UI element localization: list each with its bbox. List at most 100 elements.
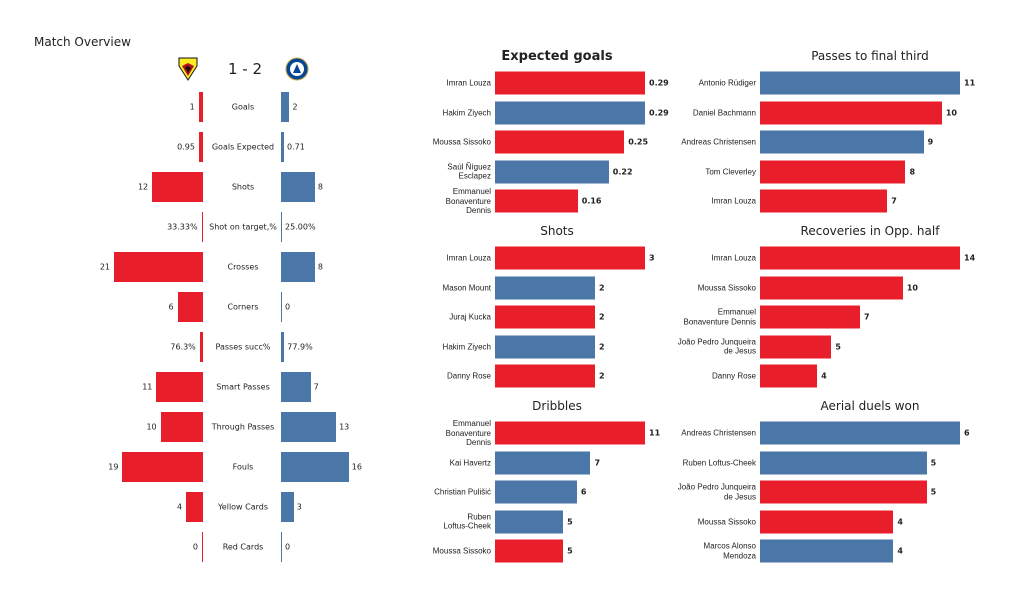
player-label: Saúl Ñíguez Esclapez — [447, 162, 491, 181]
away-value: 3 — [296, 502, 302, 512]
player-label: Christian Pulišić — [434, 487, 491, 497]
player-label: Moussa Sissoko — [697, 282, 756, 292]
stat-label: Goals Expected — [211, 142, 275, 152]
home-value: 19 — [108, 462, 119, 472]
player-value: 6 — [964, 428, 970, 438]
stat-label: Fouls — [232, 462, 254, 472]
player-value: 7 — [864, 312, 870, 322]
stat-label: Red Cards — [222, 542, 264, 552]
player-bar — [760, 480, 927, 504]
player-value: 5 — [567, 546, 573, 556]
overview-row: 11 Smart Passes 7 — [0, 367, 400, 407]
player-bar — [495, 480, 577, 504]
home-bar — [198, 92, 203, 122]
home-value: 1 — [189, 102, 195, 112]
home-bar — [201, 212, 203, 242]
player-value: 2 — [599, 312, 605, 322]
player-value: 5 — [567, 517, 573, 526]
player-label: Mason Mount — [442, 282, 491, 292]
player-label: Tom Cleverley — [705, 166, 756, 176]
away-value: 0.71 — [287, 142, 305, 152]
player-bar — [495, 160, 609, 183]
home-bar — [202, 532, 203, 562]
player-label: Juraj Kucka — [449, 312, 491, 322]
player-label: Hakim Ziyech — [442, 341, 491, 351]
home-bar — [186, 492, 203, 522]
player-bar — [760, 335, 832, 358]
player-bar — [760, 189, 888, 213]
player-label: Ruben Loftus-Cheek — [443, 512, 491, 531]
player-bar — [760, 160, 906, 183]
player-value: 0.16 — [581, 196, 602, 206]
home-value: 11 — [142, 382, 153, 392]
player-label: Danny Rose — [711, 371, 756, 381]
away-value: 77.9% — [287, 342, 313, 352]
player-label: Hakim Ziyech — [442, 107, 491, 117]
stat-label: Crosses — [227, 262, 259, 272]
player-label: Imran Louza — [446, 253, 491, 263]
home-bar — [122, 452, 203, 482]
player-bar — [760, 364, 818, 388]
player-value: 3 — [649, 253, 655, 263]
player-bar — [495, 305, 595, 329]
player-value: 8 — [909, 167, 916, 176]
player-value: 4 — [821, 371, 827, 381]
player-bar — [495, 276, 595, 299]
home-value: 6 — [168, 302, 174, 312]
home-bar — [199, 332, 203, 362]
player-label: Emmanuel Bonaventure Dennis — [445, 186, 491, 215]
overview-row: 21 Crosses 8 — [0, 247, 400, 287]
overview-row: 12 Shots 8 — [0, 167, 400, 207]
player-value: 7 — [594, 458, 601, 467]
watford-crest-icon — [177, 56, 199, 82]
player-bar — [760, 421, 960, 445]
player-bar — [760, 539, 894, 563]
player-bar — [495, 364, 595, 388]
away-bar — [281, 172, 315, 202]
player-label: Ruben Loftus-Cheek — [682, 457, 756, 467]
overview-row: 6 Corners 0 — [0, 287, 400, 327]
chart-title: Recoveries in Opp. half — [800, 224, 940, 238]
player-label: Moussa Sissoko — [432, 137, 491, 147]
player-bar — [760, 71, 960, 95]
away-value: 8 — [317, 262, 323, 272]
away-value: 13 — [339, 422, 350, 432]
player-bar — [495, 130, 625, 154]
player-bar — [495, 539, 564, 563]
player-value: 14 — [964, 253, 976, 263]
player-value: 2 — [599, 371, 605, 381]
player-bar — [495, 510, 564, 533]
chart-title: Expected goals — [501, 49, 613, 64]
player-label: Andreas Christensen — [681, 137, 756, 147]
player-label: Imran Louza — [446, 78, 491, 88]
overview-row: 0 Red Cards 0 — [0, 527, 400, 567]
away-bar — [281, 212, 283, 242]
player-bar — [760, 305, 860, 329]
stat-label: Smart Passes — [216, 382, 270, 392]
overview-row: 19 Fouls 16 — [0, 447, 400, 487]
away-bar — [281, 252, 315, 282]
away-value: 0 — [285, 542, 291, 552]
away-bar — [281, 492, 294, 522]
player-value: 2 — [599, 342, 605, 351]
away-bar — [281, 332, 285, 362]
home-bar — [198, 132, 203, 162]
player-bar — [495, 101, 645, 124]
home-value: 4 — [176, 502, 183, 512]
player-label: Kai Havertz — [449, 457, 491, 467]
home-bar — [114, 252, 203, 282]
player-value: 10 — [906, 283, 918, 292]
player-label: Daniel Bachmann — [692, 107, 756, 117]
player-value: 9 — [927, 137, 934, 147]
player-label: Andreas Christensen — [681, 428, 756, 438]
page-title: Match Overview — [34, 35, 131, 49]
match-score: 1 - 2 — [227, 60, 263, 78]
home-value: 12 — [137, 182, 149, 192]
overview-row: 4 Yellow Cards 3 — [0, 487, 400, 527]
stat-label: Passes succ% — [215, 342, 271, 352]
chart-title: Passes to final third — [811, 49, 929, 63]
player-label: Imran Louza — [711, 196, 756, 206]
away-bar — [281, 292, 282, 322]
player-bar — [495, 335, 595, 358]
away-value: 25.00% — [285, 222, 316, 232]
